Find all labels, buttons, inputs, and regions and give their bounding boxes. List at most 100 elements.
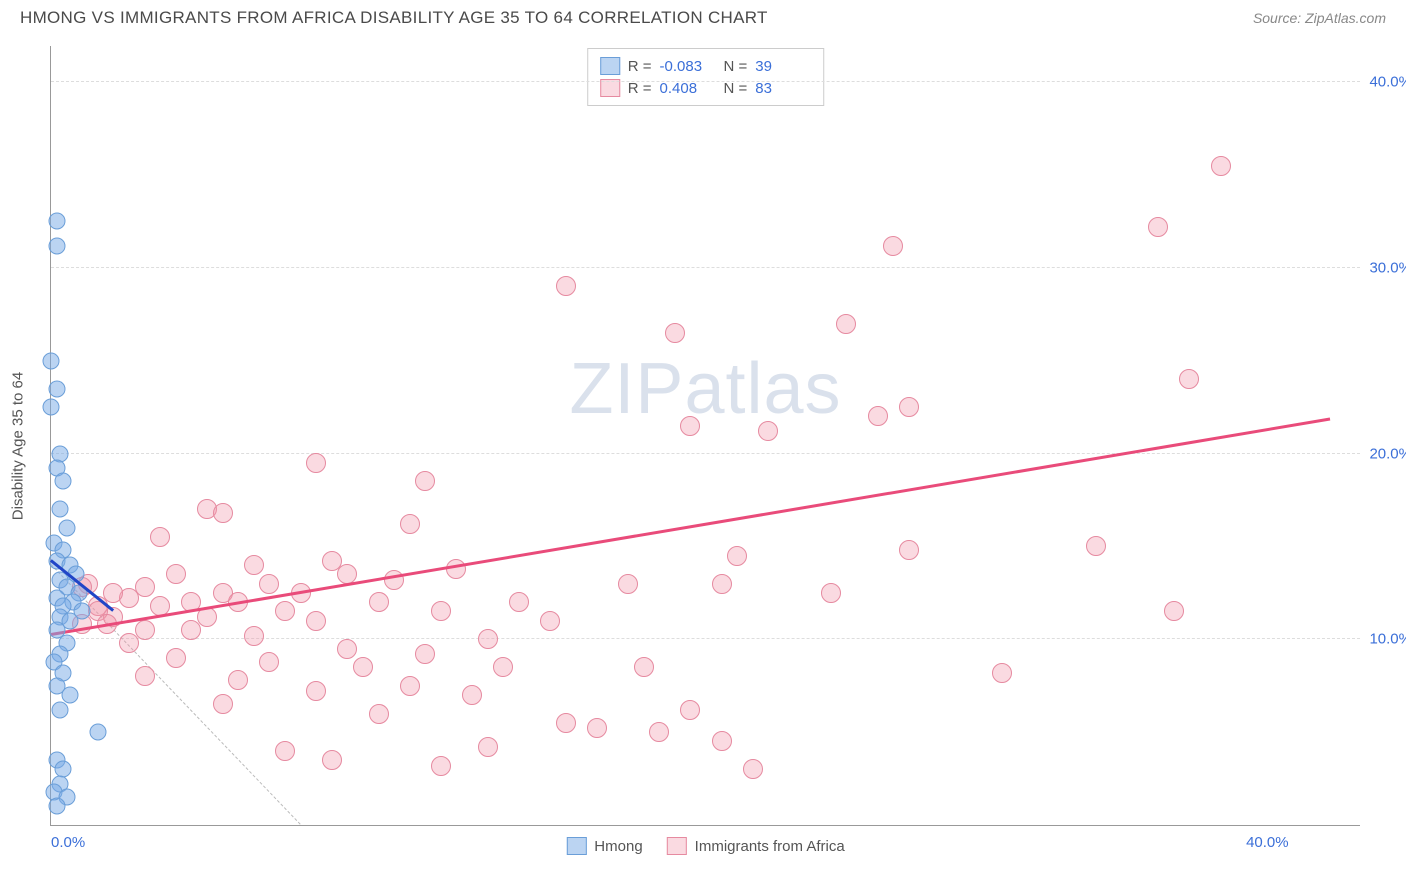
- scatter-point-hmong: [49, 380, 66, 397]
- scatter-point-africa: [618, 574, 638, 594]
- hmong-r-value: -0.083: [660, 58, 716, 75]
- scatter-point-africa: [727, 546, 747, 566]
- scatter-point-africa: [634, 657, 654, 677]
- scatter-point-hmong: [43, 399, 60, 416]
- scatter-point-africa: [228, 670, 248, 690]
- scatter-point-africa: [306, 681, 326, 701]
- scatter-point-africa: [181, 620, 201, 640]
- scatter-point-africa: [369, 704, 389, 724]
- scatter-point-africa: [400, 514, 420, 534]
- scatter-point-africa: [649, 722, 669, 742]
- scatter-point-africa: [493, 657, 513, 677]
- source-label: Source: ZipAtlas.com: [1253, 10, 1386, 26]
- ytick-label: 20.0%: [1369, 445, 1406, 462]
- scatter-point-africa: [259, 652, 279, 672]
- scatter-point-africa: [446, 559, 466, 579]
- scatter-point-africa: [103, 583, 123, 603]
- gridline-h: 40.0%: [51, 81, 1360, 82]
- scatter-point-africa: [680, 416, 700, 436]
- scatter-point-africa: [244, 555, 264, 575]
- scatter-point-africa: [353, 657, 373, 677]
- scatter-point-hmong: [49, 213, 66, 230]
- scatter-point-hmong: [49, 798, 66, 815]
- scatter-point-africa: [665, 323, 685, 343]
- legend-row-hmong: R = -0.083 N = 39: [600, 55, 812, 77]
- scatter-point-hmong: [49, 237, 66, 254]
- scatter-point-africa: [431, 601, 451, 621]
- ytick-label: 40.0%: [1369, 74, 1406, 91]
- scatter-point-hmong: [55, 473, 72, 490]
- swatch-blue-icon: [600, 57, 620, 75]
- scatter-point-africa: [369, 592, 389, 612]
- scatter-point-africa: [244, 626, 264, 646]
- gridline-h: 20.0%: [51, 453, 1360, 454]
- correlation-legend: R = -0.083 N = 39 R = 0.408 N = 83: [587, 48, 825, 106]
- hmong-n-value: 39: [755, 58, 811, 75]
- scatter-point-africa: [899, 397, 919, 417]
- scatter-point-africa: [836, 314, 856, 334]
- scatter-point-africa: [400, 676, 420, 696]
- hmong-label: Hmong: [594, 838, 642, 855]
- scatter-point-africa: [275, 741, 295, 761]
- scatter-point-africa: [712, 574, 732, 594]
- scatter-point-africa: [712, 731, 732, 751]
- scatter-point-hmong: [89, 724, 106, 741]
- scatter-point-africa: [743, 759, 763, 779]
- trendline-africa: [51, 418, 1330, 636]
- scatter-point-africa: [322, 750, 342, 770]
- scatter-point-africa: [166, 648, 186, 668]
- r-label: R =: [628, 58, 652, 75]
- watermark-atlas: atlas: [684, 349, 841, 429]
- scatter-point-africa: [135, 666, 155, 686]
- africa-label: Immigrants from Africa: [695, 838, 845, 855]
- scatter-point-africa: [462, 685, 482, 705]
- scatter-point-africa: [680, 700, 700, 720]
- scatter-point-africa: [150, 527, 170, 547]
- scatter-point-africa: [213, 503, 233, 523]
- chart-plot-area: ZIPatlas R = -0.083 N = 39 R = 0.408 N =…: [50, 46, 1360, 826]
- scatter-point-africa: [337, 639, 357, 659]
- scatter-point-africa: [587, 718, 607, 738]
- ytick-label: 10.0%: [1369, 631, 1406, 648]
- watermark-zip: ZIP: [569, 349, 684, 429]
- scatter-point-africa: [821, 583, 841, 603]
- scatter-point-africa: [213, 694, 233, 714]
- scatter-point-africa: [275, 601, 295, 621]
- scatter-point-hmong: [52, 701, 69, 718]
- scatter-point-africa: [415, 644, 435, 664]
- scatter-point-africa: [259, 574, 279, 594]
- scatter-point-africa: [478, 629, 498, 649]
- scatter-point-hmong: [43, 352, 60, 369]
- scatter-point-africa: [119, 633, 139, 653]
- legend-item-africa: Immigrants from Africa: [667, 837, 845, 855]
- scatter-point-africa: [478, 737, 498, 757]
- scatter-point-africa: [1148, 217, 1168, 237]
- scatter-point-africa: [899, 540, 919, 560]
- scatter-point-africa: [166, 564, 186, 584]
- scatter-point-africa: [556, 276, 576, 296]
- scatter-point-africa: [758, 421, 778, 441]
- ytick-label: 30.0%: [1369, 259, 1406, 276]
- xtick-label: 40.0%: [1246, 834, 1289, 851]
- scatter-point-africa: [415, 471, 435, 491]
- n-label: N =: [724, 58, 748, 75]
- scatter-point-africa: [1164, 601, 1184, 621]
- scatter-point-africa: [556, 713, 576, 733]
- swatch-blue-icon: [566, 837, 586, 855]
- series-legend: Hmong Immigrants from Africa: [566, 837, 844, 855]
- scatter-point-africa: [306, 453, 326, 473]
- scatter-point-hmong: [52, 501, 69, 518]
- gridline-h: 30.0%: [51, 267, 1360, 268]
- scatter-point-africa: [1211, 156, 1231, 176]
- scatter-point-africa: [868, 406, 888, 426]
- watermark: ZIPatlas: [569, 348, 841, 430]
- scatter-point-africa: [1086, 536, 1106, 556]
- scatter-point-africa: [540, 611, 560, 631]
- scatter-point-hmong: [61, 687, 78, 704]
- xtick-label: 0.0%: [51, 834, 85, 851]
- scatter-point-africa: [306, 611, 326, 631]
- scatter-point-hmong: [58, 519, 75, 536]
- y-axis-label: Disability Age 35 to 64: [10, 372, 27, 520]
- scatter-point-africa: [431, 756, 451, 776]
- swatch-pink-icon: [667, 837, 687, 855]
